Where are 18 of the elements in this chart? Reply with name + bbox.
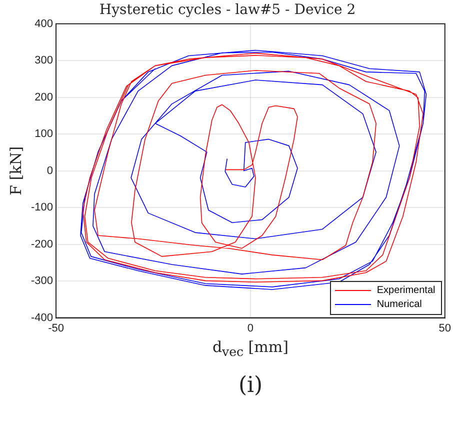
y-tick-label: 0 (46, 164, 54, 177)
y-tick-label: -100 (30, 202, 54, 214)
x-tick-label: -50 (48, 322, 64, 334)
y-tick-label: 100 (34, 128, 54, 140)
legend-label: Numerical (376, 299, 422, 310)
y-tick-label: 400 (34, 18, 54, 30)
y-axis-title: F [kN] (6, 146, 25, 196)
y-tick-label: 200 (34, 91, 54, 104)
x-axis-title: d$_{vec}$ [mm] (212, 338, 288, 359)
y-tick-label: -300 (30, 275, 54, 288)
chart-title: Hysteretic cycles - law#5 - Device 2 (99, 2, 356, 18)
legend-label: Experimental (376, 285, 436, 296)
x-tick-label: 50 (438, 322, 452, 334)
y-tick-label: -200 (30, 238, 54, 250)
y-tick-label: -400 (30, 312, 54, 324)
text: (i) (238, 372, 263, 398)
y-tick-label: 300 (34, 54, 54, 67)
x-tick-label: 0 (247, 322, 254, 334)
